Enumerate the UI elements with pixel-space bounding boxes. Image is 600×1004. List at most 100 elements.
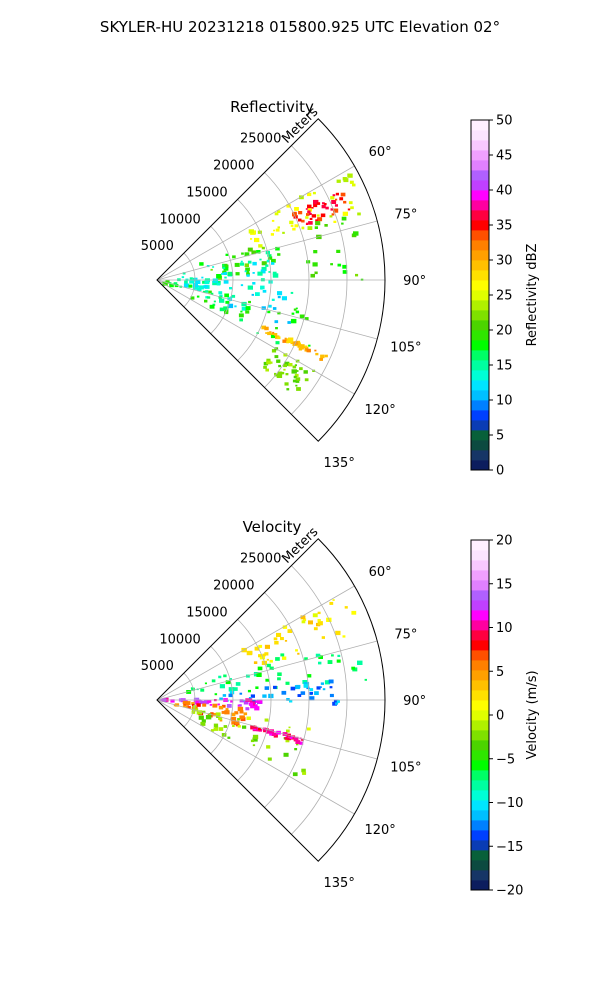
reflectivity-cell: [293, 375, 297, 379]
reflectivity-cell: [203, 285, 208, 289]
reflectivity-cell: [277, 336, 281, 340]
colorbar-tick-label: 0: [496, 464, 504, 479]
colorbar-tick-label: 10: [496, 621, 513, 636]
reflectivity-cell: [268, 304, 272, 308]
reflectivity-cell: [286, 388, 290, 391]
reflectivity-cell: [240, 284, 244, 287]
colorbar-swatch: [471, 340, 489, 351]
reflectivity-cell: [210, 292, 214, 295]
velocity-cell: [283, 752, 289, 757]
colorbar-label: Velocity (m/s): [525, 670, 540, 759]
theta-tick-label: 120°: [364, 823, 395, 838]
reflectivity-cell: [271, 219, 275, 222]
velocity-cell: [221, 733, 227, 737]
reflectivity-cell: [205, 290, 209, 293]
reflectivity-cell: [247, 260, 252, 264]
reflectivity-cell: [293, 341, 299, 346]
reflectivity-cell: [313, 199, 319, 205]
reflectivity-cell: [282, 231, 285, 234]
colorbar-tick-label: −15: [496, 840, 523, 855]
reflectivity-cell: [244, 252, 250, 257]
velocity-cell: [212, 712, 217, 717]
reflectivity-cell: [245, 310, 250, 314]
velocity-cell: [228, 687, 235, 692]
reflectivity-cell: [316, 214, 320, 217]
reflectivity-cell: [274, 355, 279, 359]
velocity-cell: [187, 705, 191, 709]
reflectivity-cell: [251, 250, 256, 255]
colorbar-tick-label: 15: [496, 359, 513, 374]
reflectivity-cell: [329, 215, 333, 218]
velocity-cell: [210, 729, 215, 732]
velocity-cell: [258, 728, 261, 731]
colorbar-swatch: [471, 360, 489, 371]
colorbar-swatch: [471, 770, 489, 781]
velocity-cell: [277, 672, 282, 676]
velocity-cell: [199, 700, 203, 703]
reflectivity-cell: [272, 271, 277, 275]
reflectivity-cell: [299, 195, 304, 200]
colorbar-swatch: [471, 150, 489, 161]
colorbar-swatch: [471, 430, 489, 441]
theta-gridline: [156, 279, 378, 340]
velocity-cell: [235, 723, 240, 727]
reflectivity-cell: [222, 266, 226, 269]
reflectivity-cell: [227, 271, 233, 276]
velocity-cell: [306, 727, 311, 731]
velocity-cell: [250, 704, 255, 709]
velocity-cell: [329, 686, 333, 689]
reflectivity-cell: [272, 307, 277, 310]
velocity-cell: [280, 653, 285, 657]
velocity-cell: [239, 715, 245, 720]
reflectivity-title: Reflectivity: [230, 98, 314, 116]
velocity-cell: [250, 739, 255, 743]
colorbar-swatch: [471, 760, 489, 771]
reflectivity-cell: [266, 360, 271, 365]
reflectivity-cell: [223, 266, 229, 271]
reflectivity-cell: [313, 250, 318, 254]
velocity-cell: [293, 739, 296, 742]
velocity-cell: [239, 699, 244, 703]
velocity-cell: [253, 725, 257, 729]
colorbar-swatch: [471, 390, 489, 401]
velocity-cell: [264, 686, 270, 690]
reflectivity-cell: [213, 300, 216, 303]
colorbar-tick-label: −20: [496, 884, 523, 899]
reflectivity-cell: [169, 283, 174, 288]
radial-tick-label: 15000: [186, 185, 227, 200]
colorbar-swatch: [471, 370, 489, 381]
velocity-cell: [239, 692, 243, 695]
velocity-cell: [202, 701, 205, 703]
velocity-cell: [182, 700, 187, 704]
reflectivity-cell: [330, 196, 335, 200]
reflectivity-cell: [181, 276, 185, 279]
radial-tick-label: 10000: [159, 212, 200, 227]
velocity-cell: [269, 659, 273, 663]
velocity-cell: [237, 725, 241, 728]
theta-gridline: [156, 585, 355, 701]
reflectivity-cell: [270, 333, 277, 339]
reflectivity-cell: [294, 207, 299, 211]
velocity-cell: [213, 723, 219, 728]
reflectivity-cell: [257, 230, 262, 234]
reflectivity-cell: [271, 332, 274, 335]
theta-gridline: [156, 165, 355, 281]
reflectivity-cell: [193, 277, 198, 281]
velocity-cell: [231, 717, 237, 721]
colorbar-swatch: [471, 800, 489, 811]
reflectivity-cell: [241, 252, 244, 255]
velocity-cell: [243, 712, 248, 716]
colorbar-swatch: [471, 260, 489, 271]
velocity-cell: [307, 674, 312, 678]
velocity-cell: [282, 625, 288, 629]
reflectivity-cell: [320, 213, 326, 218]
radial-tick-label: 20000: [213, 159, 254, 174]
velocity-cell: [209, 703, 213, 706]
reflectivity-cell: [218, 291, 223, 295]
theta-tick-label: 105°: [390, 761, 421, 776]
reflectivity-cell: [273, 333, 278, 336]
reflectivity-cell: [196, 287, 202, 291]
theta-tick-label: 90°: [403, 694, 426, 709]
velocity-cell: [253, 704, 258, 708]
